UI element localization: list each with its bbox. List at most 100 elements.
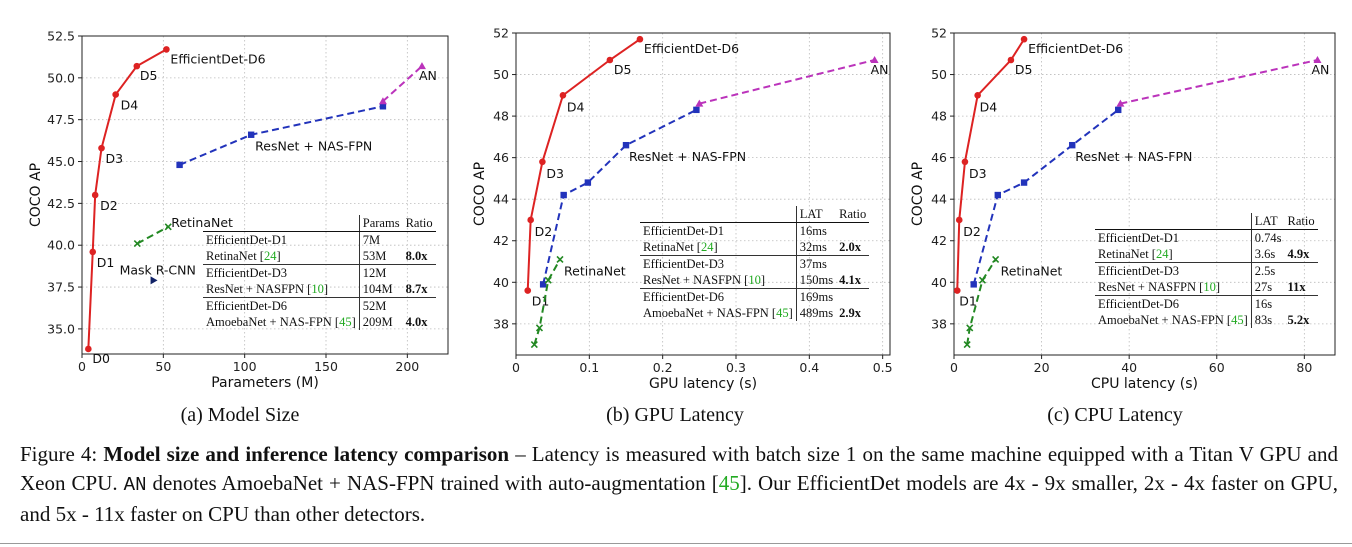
data-label: RetinaNet [564, 263, 626, 278]
table-cell-model: EfficientDet-D1 [640, 222, 797, 239]
data-point [584, 179, 592, 186]
data-label: AN [871, 62, 889, 77]
caption-text-3: ]. Our EfficientDet models are 4x - 9x s… [20, 471, 1338, 526]
data-point [417, 62, 426, 70]
table-cell-ratio: 2.0x [839, 240, 861, 254]
table-row: AmoebaNet + NAS-FPN [45] 489ms 2.9x [640, 305, 869, 321]
comparison-table-gpu: LAT Ratio EfficientDet-D1 16ms RetinaNet [24… [640, 206, 870, 321]
table-cell-model: RetinaNet [24] [1095, 246, 1252, 263]
table-cell-ratio: 8.7x [405, 282, 428, 296]
data-point [970, 281, 977, 288]
y-tick-label: 50.0 [47, 70, 75, 85]
table-cell-ratio [1284, 262, 1318, 279]
table-cell-model: AmoebaNet + NAS-FPN [45] [203, 314, 360, 330]
x-tick-label: 0.3 [726, 360, 746, 375]
table-cell-value: 83s [1254, 313, 1273, 327]
subcaption-a: (a) Model Size [180, 404, 300, 426]
data-point [992, 255, 1000, 264]
citation-link[interactable]: 45 [776, 306, 789, 320]
table-cell-model: AmoebaNet + NAS-FPN [45] [1095, 312, 1252, 328]
citation-link[interactable]: 10 [748, 273, 761, 287]
citation-link[interactable]: 24 [1155, 247, 1169, 261]
table-row: ResNet + NASFPN [10] 104M 8.7x [203, 281, 436, 298]
data-point [112, 91, 119, 98]
table-cell-model: RetinaNet [24] [203, 248, 360, 265]
data-label: D5 [1015, 62, 1033, 77]
table-header-row: LAT Ratio [640, 206, 870, 223]
data-point [966, 324, 974, 332]
data-point [164, 223, 172, 231]
table-cell-ratio: 11x [1287, 280, 1306, 294]
series-line [533, 258, 561, 345]
series-line [966, 258, 997, 345]
y-tick-label: 40 [493, 275, 509, 290]
table-header-cell [640, 206, 797, 223]
y-tick-label: 44 [493, 192, 509, 207]
table-cell-value: 12M [359, 264, 403, 281]
y-tick-label: 50 [931, 67, 947, 82]
table-header-cell: LAT [796, 206, 837, 223]
data-point [955, 216, 963, 224]
table-cell-model: EfficientDet-D1 [1095, 229, 1252, 246]
data-label: D2 [535, 224, 553, 239]
table-cell-ratio: 4.9x [1287, 247, 1310, 261]
y-tick-label: 40.0 [47, 238, 75, 253]
table-cell-ratio: 8.0x [405, 249, 428, 263]
citation-link[interactable]: 10 [1203, 280, 1216, 294]
data-point [1069, 141, 1076, 149]
citation-link[interactable]: 45 [1231, 313, 1244, 327]
data-label: D5 [614, 62, 632, 77]
data-label: D2 [100, 198, 118, 213]
table-header-cell: Ratio [402, 215, 436, 232]
data-point [85, 345, 92, 353]
data-point [1007, 56, 1015, 64]
table-cell-ratio: 2.9x [839, 306, 861, 320]
table-row: RetinaNet [24] 53M 8.0x [203, 248, 436, 265]
table-cell-ratio: 4.1x [839, 273, 861, 287]
table-row: AmoebaNet + NAS-FPN [45] 209M 4.0x [203, 314, 436, 330]
data-point [133, 239, 141, 248]
table-cell-value: 3.6s [1254, 247, 1276, 261]
plot-frame [953, 32, 1336, 356]
table-row: EfficientDet-D1 16ms [640, 222, 869, 239]
x-tick-label: 0 [512, 360, 520, 375]
series-line [1120, 59, 1318, 105]
table-cell-ratio [402, 264, 436, 281]
y-tick-label: 48 [931, 109, 947, 124]
citation-link[interactable]: 24 [700, 240, 714, 254]
x-axis-label: CPU latency (s) [1091, 376, 1198, 392]
table-cell-value: 489ms [799, 306, 834, 320]
data-label: D3 [106, 151, 124, 166]
data-point [527, 216, 534, 224]
x-tick-label: 40 [1121, 360, 1137, 375]
caption-title: Model size and inference latency compari… [103, 442, 510, 466]
x-tick-label: 0.1 [579, 360, 599, 375]
table-cell-value: 27s [1254, 280, 1273, 294]
data-point [530, 341, 538, 349]
data-point [539, 158, 546, 166]
table-cell-ratio [403, 232, 436, 249]
table-cell-ratio [836, 255, 870, 272]
data-label: ResNet + NAS-FPN [1075, 149, 1192, 164]
data-label: EfficientDet-D6 [1028, 41, 1123, 56]
subcaption-c: (c) CPU Latency [1047, 404, 1183, 426]
data-point [1115, 106, 1122, 114]
data-label: ResNet + NAS-FPN [255, 139, 372, 154]
citation-link[interactable]: 10 [311, 282, 324, 296]
table-cell-value: 7M [362, 233, 381, 247]
y-tick-label: 48 [493, 109, 509, 124]
table-cell-value: 0.74s [1254, 231, 1282, 245]
citation-link[interactable]: 24 [263, 249, 277, 263]
citation-link[interactable]: 45 [339, 315, 352, 329]
data-point [560, 191, 567, 199]
data-point [91, 191, 99, 199]
y-tick-label: 52 [493, 26, 509, 41]
table-cell-model: EfficientDet-D6 [203, 297, 360, 314]
data-point [1020, 179, 1028, 186]
data-point [133, 62, 141, 70]
data-point [606, 56, 614, 64]
caption-an: AN [123, 474, 147, 496]
caption-cite[interactable]: 45 [718, 471, 740, 495]
data-point [89, 248, 97, 256]
data-point [1020, 35, 1028, 43]
